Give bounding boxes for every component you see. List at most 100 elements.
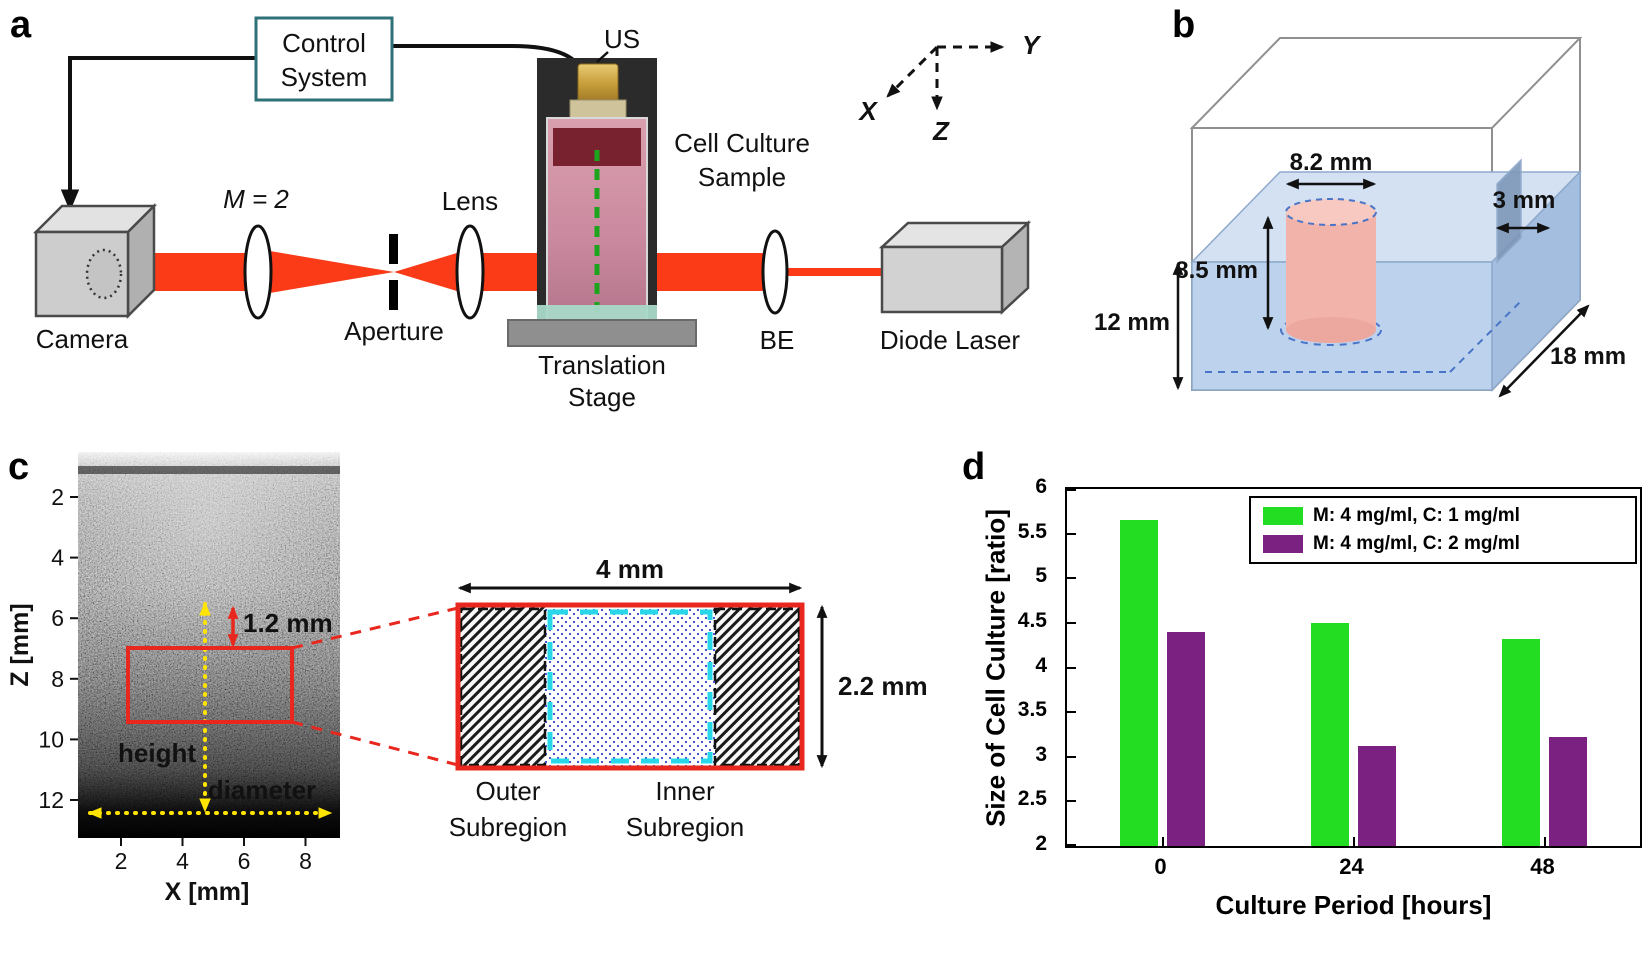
y-tick-label: 5 (1035, 564, 1047, 588)
mold-slot (1496, 158, 1522, 264)
translation-stage (507, 319, 697, 347)
diameter-label: diameter (208, 775, 316, 805)
axis-y-label: Y (1022, 30, 1042, 60)
us-label: US (604, 24, 640, 54)
camera-lens-icon (85, 248, 123, 300)
chart-y-ticks: 2 2.5 3 3.5 4 4.5 5 5.5 6 (960, 475, 1057, 855)
us-transducer (577, 63, 619, 105)
y-tick-mark (1067, 844, 1076, 846)
translation-stage-label-line1: Translation (538, 350, 666, 380)
aperture (389, 234, 398, 310)
y-tick-label: 5.5 (1017, 519, 1047, 543)
chart-x-ticks: 0 24 48 (1065, 854, 1642, 886)
magnified-subregion-box (455, 602, 805, 771)
y-tick-label: 4 (1035, 653, 1047, 677)
panel-d-label: d (962, 446, 986, 488)
dim-chamber-depth: 18 mm (1550, 343, 1626, 370)
beam-expander-lens (761, 229, 789, 315)
offset-annotation: 1.2 mm (227, 605, 333, 648)
axis-x-label: X (857, 96, 878, 126)
control-system-box: Control System (254, 16, 394, 102)
diode-laser-box (878, 220, 1032, 315)
y-tick-label: 3.5 (1017, 698, 1047, 722)
inner-subregion-outline (547, 609, 713, 764)
control-system-label-line2: System (281, 62, 368, 92)
c-x-tick-label: 4 (176, 848, 189, 874)
x-tick-label: 0 (1154, 854, 1167, 879)
coordinate-axes: X Y Z (857, 30, 1042, 146)
y-tick-label: 3 (1035, 742, 1047, 766)
panel-a-schematic: X Y Z Control System Camera M = 2 Apertu… (32, 16, 1042, 412)
axis-z-label: Z (932, 116, 950, 146)
diameter-annotation: diameter (87, 775, 333, 819)
c-x-tick-label: 8 (299, 848, 312, 874)
dimension-annotations: 8.2 mm 3 mm 8.5 mm 12 mm 18 mm (1094, 149, 1626, 398)
zoom-line-top (291, 606, 459, 650)
y-tick-label: 2 (1035, 832, 1047, 855)
aperture-label: Aperture (344, 316, 444, 346)
inner-subregion-label-line2: Subregion (626, 812, 745, 842)
zoom-line-bottom (291, 720, 459, 767)
x-tick-mark (1543, 837, 1546, 846)
bar-24h-series2 (1358, 746, 1396, 846)
y-tick-mark (1067, 711, 1076, 714)
bar-0h-series1 (1120, 520, 1158, 846)
panel-a-label: a (10, 4, 32, 46)
height-annotation: height (118, 601, 211, 813)
x-tick-label: 24 (1339, 854, 1364, 879)
dim-cylinder-diameter: 8.2 mm (1290, 149, 1373, 176)
lens-2 (455, 224, 485, 320)
region-height-annotation: 2.2 mm (816, 604, 928, 769)
region-width-label: 4 mm (596, 554, 664, 584)
c-x-axis-label: X [mm] (165, 878, 250, 906)
dim-wall-offset: 3 mm (1493, 187, 1556, 214)
chart-legend: M: 4 mg/ml, C: 1 mg/ml M: 4 mg/ml, C: 2 … (1249, 496, 1637, 564)
legend-swatch-series2 (1263, 535, 1303, 553)
bar-48h-series2 (1549, 737, 1587, 846)
diode-laser-label: Diode Laser (880, 325, 1021, 355)
cell-culture-sample-label-line2: Sample (698, 162, 786, 192)
legend-label-series1: M: 4 mg/ml, C: 1 mg/ml (1313, 505, 1520, 526)
legend-label-series2: M: 4 mg/ml, C: 2 mg/ml (1313, 533, 1520, 554)
y-tick-mark (1067, 577, 1076, 580)
translation-stage-label-line2: Stage (568, 382, 636, 412)
y-tick-label: 2.5 (1017, 787, 1047, 811)
c-y-tick-label: 2 (51, 484, 64, 510)
outer-subregion-label-line1: Outer (475, 776, 540, 806)
y-tick-mark (1067, 621, 1076, 624)
legend-swatch-series1 (1263, 507, 1303, 525)
panel-c-ultrasound: 2 4 6 8 10 12 2 4 6 8 Z [mm] X [mm] height diamet… (6, 452, 928, 906)
roi-rectangle (126, 646, 294, 724)
lens-m2 (243, 224, 273, 320)
c-y-tick-label: 6 (51, 605, 64, 631)
height-label: height (118, 738, 196, 768)
c-axis-ticks: 2 4 6 8 10 12 2 4 6 8 (38, 484, 311, 874)
lens-label: Lens (442, 186, 498, 216)
panel-d-bar-chart: Size of Cell Culture [ratio] 2 2.5 3 3.5 4 4.… (960, 440, 1650, 956)
legend-item-series2: M: 4 mg/ml, C: 2 mg/ml (1263, 533, 1625, 555)
chart-x-axis-label: Culture Period [hours] (1215, 890, 1492, 920)
y-tick-mark (1067, 666, 1076, 669)
panel-b-chamber-schematic: 8.2 mm 3 mm 8.5 mm 12 mm 18 mm (1094, 37, 1626, 398)
y-tick-label: 6 (1035, 475, 1047, 498)
c-y-tick-label: 4 (51, 545, 64, 571)
x-tick-mark (1161, 837, 1164, 846)
magnification-label: M = 2 (223, 184, 289, 214)
x-tick-label: 48 (1530, 854, 1555, 879)
x-tick-mark (1352, 837, 1355, 846)
camera-label: Camera (36, 324, 129, 354)
dim-cylinder-height: 8.5 mm (1175, 257, 1258, 284)
camera-box (32, 202, 158, 320)
bar-24h-series1 (1311, 622, 1349, 846)
outer-subregion-label-line2: Subregion (449, 812, 568, 842)
sample-cylinder (1285, 198, 1377, 343)
y-tick-label: 4.5 (1017, 608, 1047, 632)
panel-c-label: c (8, 446, 30, 488)
chart-plot-area: M: 4 mg/ml, C: 1 mg/ml M: 4 mg/ml, C: 2 … (1065, 487, 1642, 848)
be-label: BE (760, 325, 795, 355)
y-tick-mark (1067, 532, 1076, 535)
cell-culture-sample-photo (537, 58, 657, 332)
panel-b-label: b (1172, 4, 1196, 46)
bar-48h-series1 (1502, 638, 1540, 846)
